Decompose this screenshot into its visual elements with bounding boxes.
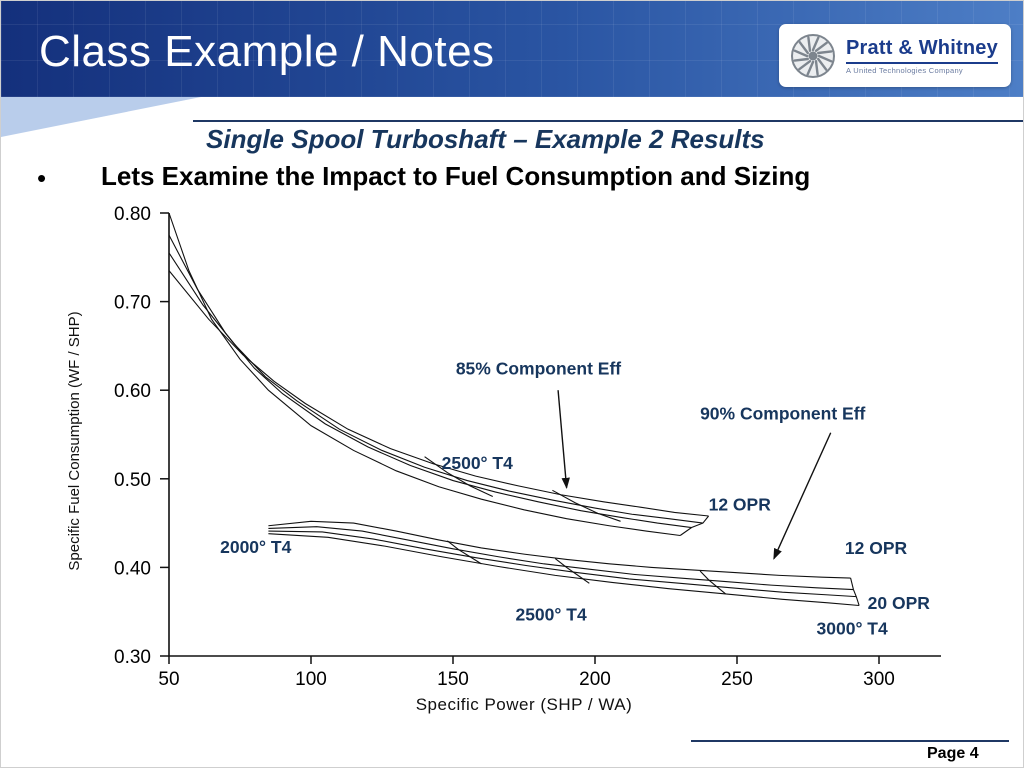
slide-title: Class Example / Notes bbox=[39, 27, 495, 76]
y-axis-title: Specific Fuel Consumption (WF / SHP) bbox=[66, 311, 83, 570]
logo-name: Pratt & Whitney bbox=[846, 36, 998, 59]
turbine-blade bbox=[817, 49, 833, 54]
annotation-label: 85% Component Eff bbox=[456, 358, 621, 378]
pratt-whitney-logo: Pratt & Whitney A United Technologies Co… bbox=[779, 24, 1011, 87]
header-banner: Class Example / Notes Pratt & Whitney A … bbox=[1, 1, 1023, 97]
logo-text: Pratt & Whitney A United Technologies Co… bbox=[846, 37, 998, 75]
x-tick-label: 100 bbox=[295, 669, 327, 690]
y-tick-label: 0.50 bbox=[114, 470, 151, 491]
series-90pct-eff-cross-2 bbox=[554, 558, 590, 584]
turbine-blade bbox=[814, 41, 828, 52]
x-tick-label: 300 bbox=[863, 669, 895, 690]
annotation-label: 20 OPR bbox=[868, 593, 931, 613]
x-tick-label: 150 bbox=[437, 669, 469, 690]
annotation-arrow bbox=[557, 390, 570, 490]
annotation-arrow bbox=[773, 432, 832, 560]
annotation-label: 2500° T4 bbox=[442, 453, 513, 473]
series-90pct-eff-opr-line-3 bbox=[268, 530, 857, 598]
turbine-blade bbox=[807, 35, 812, 52]
series-90pct-eff-cross-1 bbox=[446, 540, 482, 565]
subtitle-rule bbox=[193, 120, 1023, 122]
series-90pct-eff-cross-3 bbox=[699, 570, 726, 595]
y-tick-label: 0.70 bbox=[114, 293, 151, 314]
y-tick-label: 0.80 bbox=[114, 204, 151, 225]
y-tick-label: 0.40 bbox=[114, 558, 151, 579]
annotation-label: 12 OPR bbox=[845, 538, 908, 558]
turbine-blade bbox=[817, 54, 833, 62]
x-tick-label: 50 bbox=[158, 669, 179, 690]
axes bbox=[168, 213, 941, 657]
page-number: Page 4 bbox=[927, 745, 979, 762]
header-wedge bbox=[1, 97, 201, 137]
annotation-label: 3000° T4 bbox=[817, 619, 888, 639]
series-85pct-eff-opr-line-3 bbox=[168, 252, 703, 524]
footer-rule bbox=[691, 740, 1009, 742]
series-90pct-eff-opr-line-4 bbox=[268, 533, 860, 607]
series-85pct-eff-end-cap bbox=[679, 515, 710, 536]
turbine-blade bbox=[793, 49, 809, 57]
y-tick-label: 0.30 bbox=[114, 647, 151, 668]
turbine-blade bbox=[806, 60, 815, 75]
turbine-hub bbox=[808, 51, 818, 60]
series-85pct-eff-opr-line-4 bbox=[168, 270, 709, 517]
y-tick-label: 0.60 bbox=[114, 381, 151, 402]
slide-subtitle: Single Spool Turboshaft – Example 2 Resu… bbox=[206, 124, 765, 154]
turbine-blade bbox=[793, 57, 809, 62]
x-tick-label: 250 bbox=[721, 669, 753, 690]
bullet-text: Lets Examine the Impact to Fuel Consumpt… bbox=[101, 161, 811, 191]
sfc-carpet-chart: 0.30 0.40 0.50 0.60 0.70 0.80 50 100 150 200 250 30… bbox=[66, 204, 941, 714]
series-90pct-eff-opr-line-2 bbox=[268, 526, 854, 591]
series-85pct-eff-cross-1 bbox=[424, 456, 493, 498]
annotation-label: 12 OPR bbox=[709, 495, 772, 515]
annotation-label: 2000° T4 bbox=[220, 537, 291, 557]
turbine-blades bbox=[793, 35, 833, 76]
annotation-label: 2500° T4 bbox=[515, 605, 586, 625]
series-85pct-eff-cross-2 bbox=[552, 489, 621, 522]
turbine-blade bbox=[798, 59, 812, 70]
turbine-blade bbox=[817, 57, 828, 71]
series-90pct-eff-opr-line-1 bbox=[268, 520, 851, 579]
x-tick-label: 200 bbox=[579, 669, 611, 690]
turbine-blade bbox=[798, 40, 809, 54]
bullet-icon: • bbox=[37, 163, 47, 193]
annotation-label: 90% Component Eff bbox=[700, 403, 865, 423]
turbine-blade bbox=[811, 35, 820, 51]
x-axis-title: Specific Power (SHP / WA) bbox=[416, 695, 633, 714]
series-90pct-eff-end-cap bbox=[850, 577, 860, 606]
logo-tagline: A United Technologies Company bbox=[846, 61, 998, 75]
turbine-blade bbox=[814, 59, 819, 76]
turbine-icon bbox=[791, 33, 835, 78]
